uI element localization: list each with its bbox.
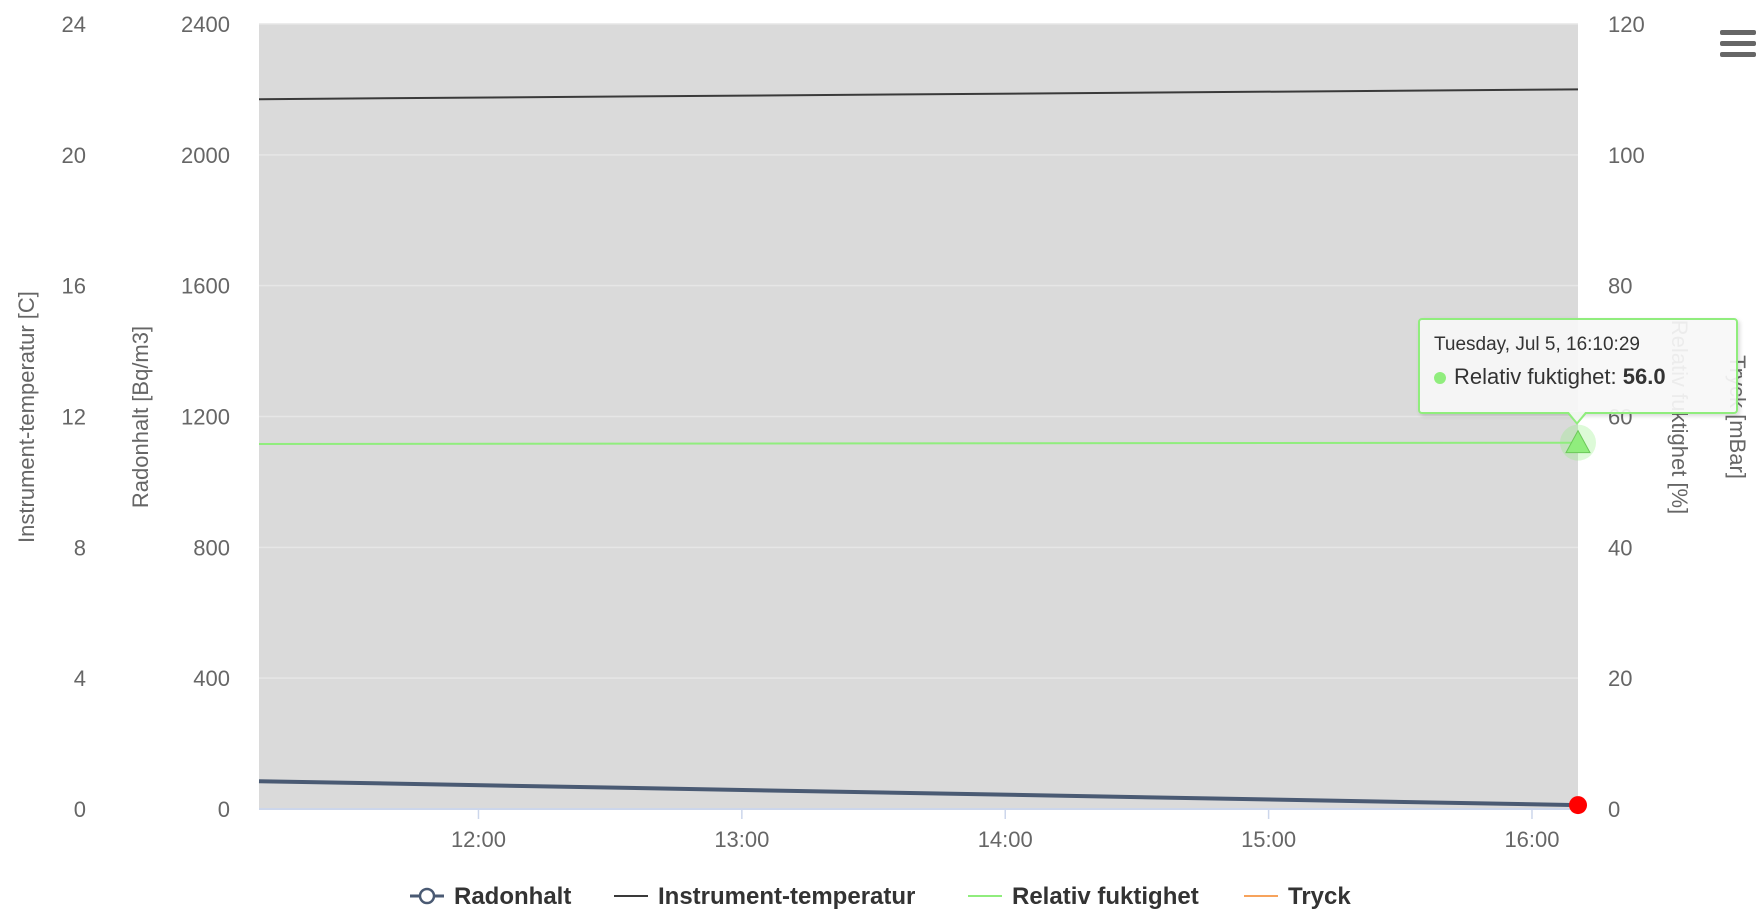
y-tick-label: 0 [74,797,86,822]
x-tick-label: 14:00 [978,827,1033,852]
radonhalt-point-marker [1569,796,1587,815]
series-line-relativ fuktighet [258,441,1579,445]
y-tick-label: 0 [1608,797,1620,822]
y-tick-label: 100 [1608,143,1645,168]
y-tick-label: 800 [193,535,230,560]
y-tick-label: 400 [193,666,230,691]
y-tick-label: 80 [1608,274,1632,299]
gridlines [259,23,1578,679]
hamburger-menu-icon [1720,30,1756,35]
axis-title-radon: Radonhalt [Bq/m3] [128,326,153,508]
y-tick-label: 4 [74,666,86,691]
series-lines [258,88,1596,815]
y-tick-label: 2400 [181,12,230,37]
chart-menu-button[interactable] [1720,30,1756,64]
y-tick-label: 120 [1608,12,1645,37]
x-tick-label: 16:00 [1504,827,1559,852]
axis-temperature: 0 4 8 12 16 20 24 [62,12,86,822]
x-tick-label: 15:00 [1241,827,1296,852]
x-tick-label: 13:00 [714,827,769,852]
y-tick-label: 24 [62,12,86,37]
y-tick-label: 12 [62,405,86,430]
y-tick-label: 16 [62,274,86,299]
hamburger-menu-icon-line [1720,41,1756,46]
tooltip-value: 56.0 [1622,364,1666,389]
tooltip-series-name: Relativ fuktighet [1454,364,1611,389]
hamburger-menu-icon-line [1720,52,1756,57]
legend-label-radonhalt: Radonhalt [454,883,571,910]
tooltip-date: Tuesday, Jul 5, 16:10:29 [1434,334,1640,355]
tooltip: Tuesday, Jul 5, 16:10:29 Relativ fuktigh… [1418,318,1738,414]
axis-radon: 0 400 800 1200 1600 2000 2400 [181,12,230,822]
series-line-radonhalt [258,779,1579,808]
y-tick-label: 20 [1608,666,1632,691]
legend-label-relativ fuktighet: Relativ fuktighet [1012,883,1199,910]
y-tick-label: 1600 [181,274,230,299]
humidity-point-marker [1565,429,1591,454]
y-tick-label: 2000 [181,143,230,168]
y-tick-label: 40 [1608,535,1632,560]
series-line-instrument-temperatur [258,88,1579,101]
x-axis-ticks: 12:00 13:00 14:00 15:00 16:00 [451,809,1560,852]
x-tick-label: 12:00 [451,827,506,852]
legend-label-tryck: Tryck [1288,883,1351,910]
y-tick-label: 1200 [181,405,230,430]
y-tick-label: 8 [74,535,86,560]
y-tick-label: 20 [62,143,86,168]
legend-label-instrument-temperatur: Instrument-temperatur [658,883,915,910]
tooltip-series-dot [1434,372,1446,385]
legend[interactable]: Radonhalt Instrument-temperatur Relativ fu… [410,883,1351,910]
tooltip-row: Relativ fuktighet: 56.0 [1434,364,1722,390]
axis-title-temperature: Instrument-temperatur [C] [14,291,39,543]
tooltip-arrow-inner [1568,411,1586,422]
legend-symbol-radonhalt-marker [418,887,436,905]
y-tick-label: 0 [218,797,230,822]
